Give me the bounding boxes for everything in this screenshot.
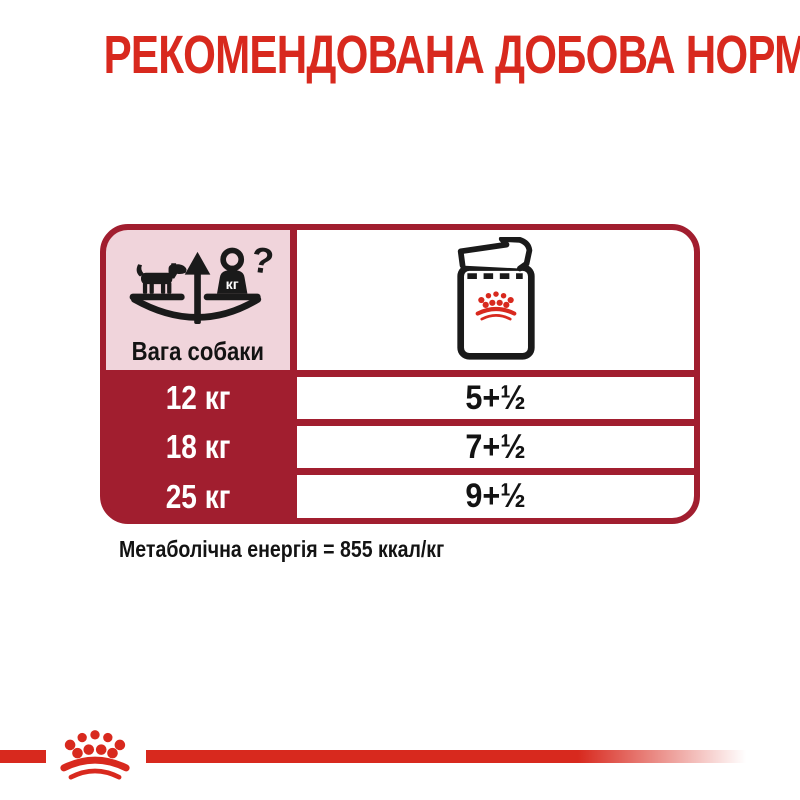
scale-left-platform bbox=[129, 293, 185, 301]
metabolic-energy-footnote: Метаболічна енергія = 855 ккал/кг bbox=[119, 536, 445, 562]
weight-column-label: Вага собаки bbox=[131, 336, 265, 366]
table-row-pouches-12kg: 5+½ bbox=[297, 377, 694, 419]
weight-kettlebell-icon: кг bbox=[217, 247, 248, 294]
royal-canin-crown-logo bbox=[56, 729, 134, 785]
table-row-pouches-25kg: 9+½ bbox=[297, 475, 694, 518]
feeding-guide-table: кг ? Вага собаки 12 кг 5+½ 18 кг 7+½ 25 … bbox=[100, 224, 700, 524]
page-title-text: РЕКОМЕНДОВАНА ДОБОВА НОРМА bbox=[103, 25, 800, 85]
royal-canin-crown-logo bbox=[477, 291, 514, 319]
dog-icon bbox=[136, 263, 187, 294]
page-title: РЕКОМЕНДОВАНА ДОБОВА НОРМА bbox=[0, 24, 800, 86]
table-row-weight-25kg: 25 кг bbox=[165, 477, 231, 515]
scale-right-platform bbox=[203, 293, 261, 301]
bottom-stripe-left-segment bbox=[0, 750, 46, 763]
wet-food-pouch-icon bbox=[456, 237, 535, 360]
scale-arrow-head bbox=[184, 251, 211, 275]
table-header-weight-cell: кг ? Вага собаки bbox=[106, 230, 290, 370]
table-row-weight-12kg: 12 кг bbox=[165, 379, 231, 416]
table-row-weight-18kg: 18 кг bbox=[165, 428, 231, 465]
bottom-stripe-right-segment bbox=[146, 750, 746, 763]
table-row-pouches-18kg: 7+½ bbox=[297, 426, 694, 468]
table-header-pouch-cell bbox=[297, 230, 694, 370]
dog-weight-scale-icon: кг ? bbox=[129, 240, 274, 325]
pouch-torn-flap bbox=[457, 237, 532, 272]
question-mark-icon: ? bbox=[249, 240, 274, 282]
weight-unit-label: кг bbox=[226, 277, 239, 293]
scale-arrow-shaft bbox=[194, 268, 201, 325]
pouch-body bbox=[456, 264, 535, 360]
